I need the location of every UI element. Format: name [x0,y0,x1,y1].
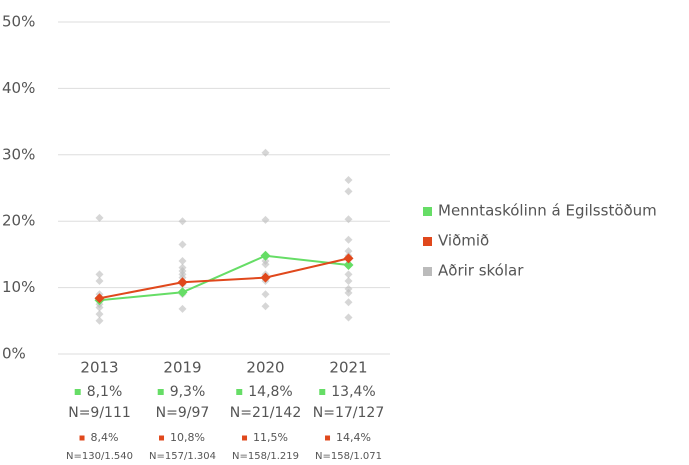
other-school-point [344,247,353,256]
y-tick-label: 30% [2,145,35,163]
other-school-point [261,215,270,224]
y-tick-label: 20% [2,212,35,230]
x-tick-label: 2021 [329,359,367,377]
x-tick-label: 2013 [80,359,118,377]
series-point [260,250,271,261]
n-label: N=9/111 [68,405,131,421]
value-label-swatch [319,389,326,395]
n-label: N=9/97 [156,405,210,421]
other-school-point [344,176,353,185]
series-point [177,277,188,288]
legend-swatch [423,237,432,246]
other-school-point [178,304,187,313]
value-label: 13,4% [331,384,375,400]
legend-label: Menntaskólinn á Egilsstöðum [438,202,657,220]
series-line [99,257,349,300]
n-label: N=158/1.219 [232,451,299,462]
other-school-point [344,313,353,322]
n-label: N=157/1.304 [149,451,216,462]
other-school-point [178,257,187,266]
other-school-point [95,276,104,285]
value-label-swatch [325,435,331,441]
value-label-swatch [159,435,165,441]
other-school-point [261,148,270,157]
other-school-point [344,276,353,285]
x-tick-label: 2020 [246,359,284,377]
series-point [343,260,354,271]
other-school-point [178,240,187,249]
value-label: 14,4% [336,431,371,444]
other-school-point [261,260,270,269]
value-label-swatch [157,389,164,395]
value-label: 8,4% [91,431,119,444]
value-label: 11,5% [253,431,288,444]
y-tick-label: 50% [2,13,35,31]
n-label: N=21/142 [230,405,301,421]
other-school-point [344,235,353,244]
other-school-point [95,310,104,319]
n-label: N=130/1.540 [66,451,133,462]
other-school-point [95,316,104,325]
series-line [99,254,349,302]
legend-swatch [423,207,432,216]
series-point [94,293,105,304]
legend-label: Aðrir skólar [438,262,524,280]
other-school-point [344,187,353,196]
legend-swatch [423,267,432,276]
other-school-point [261,290,270,299]
other-school-point [178,217,187,226]
y-tick-label: 10% [2,278,35,296]
other-school-point [261,302,270,311]
n-label: N=158/1.071 [315,451,382,462]
series-point [343,253,354,264]
y-tick-label: 0% [2,345,26,363]
value-label: 8,1% [87,384,123,400]
value-label: 14,8% [248,384,292,400]
other-school-point [344,270,353,279]
other-school-point [344,298,353,307]
value-label-swatch [79,435,85,441]
x-tick-label: 2019 [163,359,201,377]
legend-label: Viðmið [438,232,489,250]
other-school-point [344,215,353,224]
value-label: 9,3% [170,384,206,400]
value-label-swatch [74,389,81,395]
series-point [260,272,271,283]
value-label: 10,8% [170,431,205,444]
n-label: N=17/127 [313,405,384,421]
y-tick-label: 40% [2,79,35,97]
series-point [177,287,188,298]
other-school-point [95,270,104,279]
value-label-swatch [236,389,243,395]
other-school-point [344,288,353,297]
other-school-point [95,303,104,312]
other-school-point [95,213,104,222]
value-label-swatch [242,435,248,441]
